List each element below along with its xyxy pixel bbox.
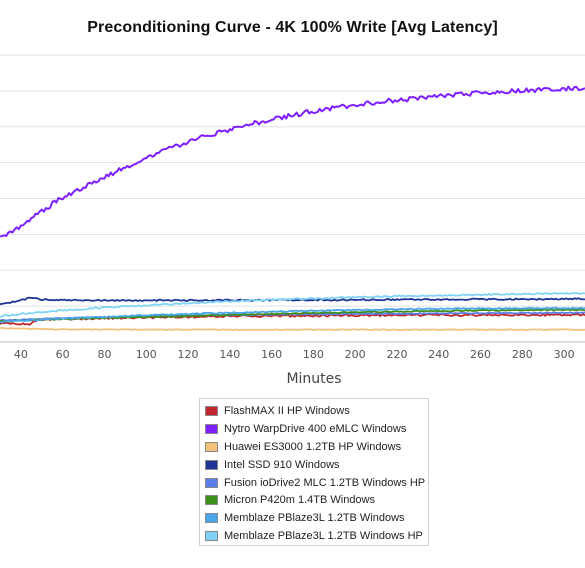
legend-label: Micron P420m 1.4TB Windows [224, 494, 375, 507]
x-tick-label: 80 [97, 348, 111, 361]
legend-label: Memblaze PBlaze3L 1.2TB Windows [224, 512, 405, 525]
legend-swatch [205, 405, 218, 416]
legend-label: Huawei ES3000 1.2TB HP Windows [224, 440, 402, 453]
legend-label: Fusion ioDrive2 MLC 1.2TB Windows HP [224, 476, 426, 489]
series-line-3 [0, 327, 585, 331]
x-tick-label: 180 [303, 348, 324, 361]
legend-item[interactable]: Memblaze PBlaze3L 1.2TB Windows [205, 509, 428, 527]
grid-layer [0, 54, 585, 343]
legend-label: Memblaze PBlaze3L 1.2TB Windows HP [224, 530, 423, 543]
x-tick-label: 200 [345, 348, 366, 361]
legend-swatch [205, 459, 218, 470]
legend-swatch [205, 531, 218, 542]
legend-item[interactable]: Memblaze PBlaze3L 1.2TB Windows HP [205, 527, 428, 545]
x-tick-label: 260 [470, 348, 491, 361]
legend-swatch [205, 441, 218, 452]
legend: FlashMAX II HP Windows Nytro WarpDrive 40… [199, 398, 429, 546]
x-axis-title: Minutes [286, 371, 341, 387]
legend-label: FlashMAX II HP Windows [224, 404, 350, 417]
legend-swatch [205, 513, 218, 524]
legend-item[interactable]: Huawei ES3000 1.2TB HP Windows [205, 438, 428, 456]
legend-item[interactable]: Intel SSD 910 Windows [205, 456, 428, 474]
series-line-4 [0, 296, 585, 306]
legend-swatch [205, 495, 218, 506]
legend-item[interactable]: Nytro WarpDrive 400 eMLC Windows [205, 420, 428, 438]
x-tick-label: 160 [261, 348, 282, 361]
legend-item[interactable]: Micron P420m 1.4TB Windows [205, 491, 428, 509]
x-tick-label: 240 [428, 348, 449, 361]
axis-layer: 40 60 80 100 120 140 160 180 200 220 240 260 280 300 [14, 348, 575, 361]
x-tick-label: 300 [554, 348, 575, 361]
legend-swatch [205, 477, 218, 488]
legend-label: Intel SSD 910 Windows [224, 458, 340, 471]
series-line-7 [0, 306, 585, 324]
x-tick-label: 220 [386, 348, 407, 361]
x-tick-label: 100 [136, 348, 157, 361]
legend-label: Nytro WarpDrive 400 eMLC Windows [224, 422, 407, 435]
legend-item[interactable]: FlashMAX II HP Windows [205, 402, 428, 420]
series-line-2 [0, 85, 585, 238]
x-tick-label: 280 [512, 348, 533, 361]
series-line-8 [0, 291, 585, 318]
series-layer [0, 85, 585, 331]
legend-swatch [205, 423, 218, 434]
x-tick-label: 140 [219, 348, 240, 361]
x-tick-label: 60 [56, 348, 70, 361]
series-line-1 [0, 313, 585, 326]
x-tick-label: 120 [178, 348, 199, 361]
chart-title: Preconditioning Curve - 4K 100% Write [A… [87, 19, 498, 36]
x-tick-label: 40 [14, 348, 28, 361]
legend-item[interactable]: Fusion ioDrive2 MLC 1.2TB Windows HP [205, 474, 428, 492]
